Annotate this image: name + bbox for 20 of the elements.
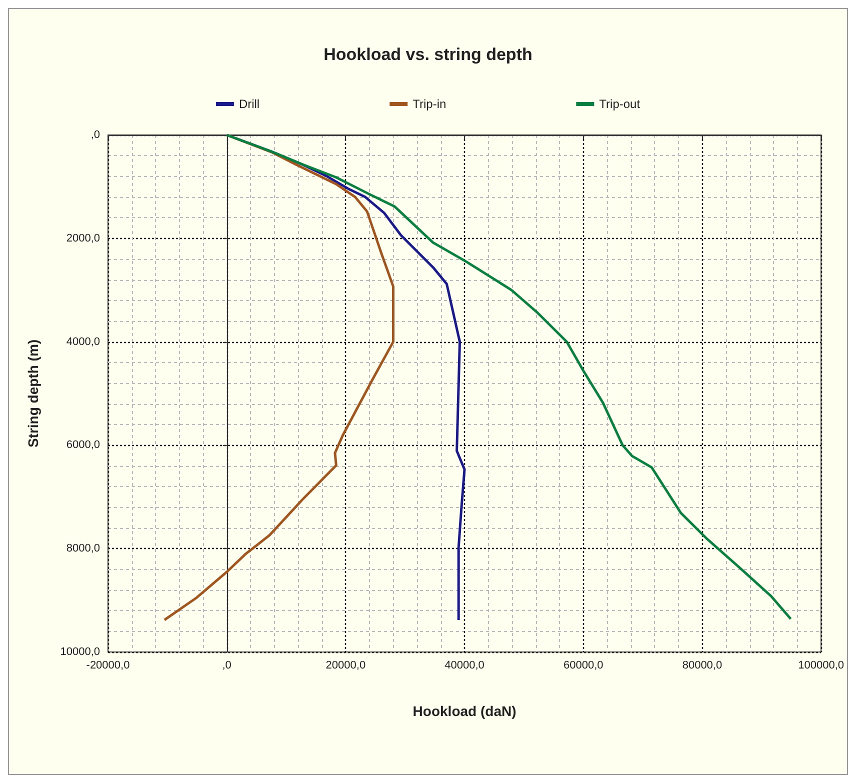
y-tick-label: 8000,0 — [66, 542, 100, 555]
legend-label: Trip-in — [412, 97, 446, 111]
y-tick-label: ,0 — [90, 129, 100, 141]
x-axis-title: Hookload (daN) — [412, 703, 516, 719]
y-tick-label: 6000,0 — [66, 439, 100, 452]
legend-label: Trip-out — [599, 97, 641, 111]
x-tick-label: ,0 — [222, 660, 232, 672]
x-tick-label: 60000,0 — [563, 660, 604, 672]
y-axis-title: String depth (m) — [25, 339, 41, 448]
y-tick-label: 2000,0 — [66, 232, 100, 244]
x-tick-label: 80000,0 — [682, 660, 722, 672]
x-tick-label: 100000,0 — [798, 660, 844, 672]
y-tick-label: 4000,0 — [66, 336, 100, 348]
legend-label: Drill — [238, 97, 260, 111]
chart-title: Hookload vs. string depth — [324, 45, 532, 64]
x-tick-label: 20000,0 — [326, 660, 366, 672]
line-series — [226, 134, 792, 620]
x-tick-label: -20000,0 — [86, 660, 130, 672]
y-tick-label: 10000,0 — [60, 646, 100, 658]
x-tick-label: 40000,0 — [444, 660, 484, 672]
